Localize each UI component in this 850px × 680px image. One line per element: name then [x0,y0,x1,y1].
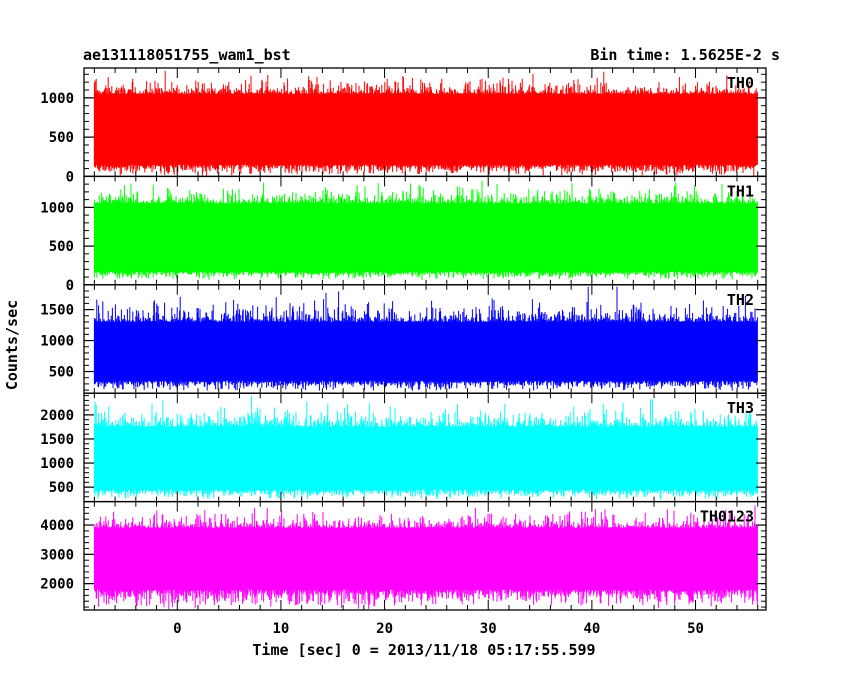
panel-name-label: TH1 [727,182,754,200]
series-th0 [93,71,758,177]
x-tick-label: 50 [687,621,704,637]
panel-name-label: TH3 [727,399,754,417]
panels-group: 05001000TH005001000TH150010001500TH25001… [40,67,767,637]
y-tick-label: 0 [66,278,74,294]
y-tick-label: 1000 [40,91,74,107]
y-tick-label: 500 [49,239,74,255]
x-tick-label: 20 [376,621,393,637]
y-tick-label: 1500 [40,432,74,448]
panel-frame [83,500,767,611]
panel-name-label: TH2 [727,291,754,309]
y-tick-label: 500 [49,480,74,496]
y-tick-label: 3000 [40,547,74,563]
series-th2 [93,286,758,391]
series-th3 [93,396,758,500]
y-tick-label: 1000 [40,200,74,216]
y-tick-label: 2000 [40,577,74,593]
series-th1 [93,180,758,280]
x-axis-label: Time [sec] 0 = 2013/11/18 05:17:55.599 [252,641,595,659]
panel-th3: 500 1000 1500 2000 TH3 [40,392,767,503]
y-tick-label: 2000 [40,408,74,424]
y-tick-label: 1500 [40,303,74,319]
x-tick-label: 30 [480,621,497,637]
y-tick-label: 1000 [40,456,74,472]
panel-th0123: 2000 3000 4000 TH0123 [40,500,767,611]
x-tick-label: 0 [173,621,181,637]
y-tick-label: 4000 [40,518,74,534]
y-tick-label: 0 [66,169,74,185]
panel-th2: 500 1000 1500 TH2 [40,284,767,394]
y-tick-label: 500 [49,130,74,146]
x-tick-label: 10 [273,621,290,637]
chart-title: ae131118051755_wam1_bst [83,46,291,64]
panel-name-label: TH0123 [700,508,754,526]
series-th0123 [93,505,758,610]
x-tick-label: 40 [583,621,600,637]
panel-name-label: TH0 [727,74,754,92]
panel-th0: 0 500 1000 TH0 [40,67,767,185]
y-axis-label: Counts/sec [3,300,21,390]
y-tick-label: 1000 [40,334,74,350]
y-tick-label: 500 [49,365,74,381]
bin-time-label: Bin time: 1.5625E-2 s [590,46,780,64]
panel-th1: 0 500 1000 TH1 [40,175,767,294]
